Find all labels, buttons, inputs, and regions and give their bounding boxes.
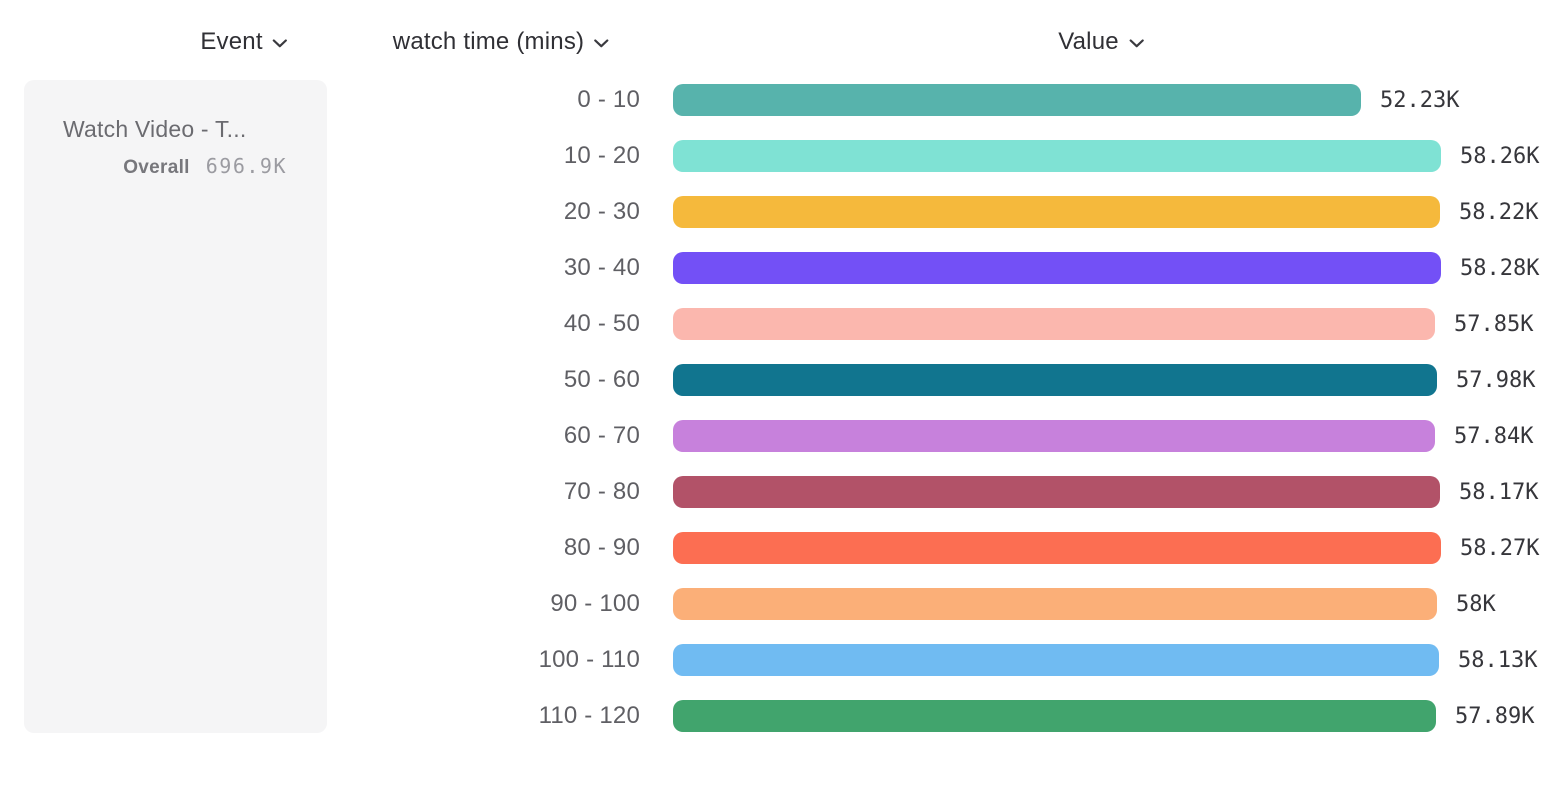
value-column-dropdown[interactable]: Value: [1058, 28, 1144, 56]
breakdown-column-label: watch time (mins): [392, 28, 585, 55]
bucket-label: 50 - 60: [563, 366, 640, 393]
bar[interactable]: [673, 700, 1436, 732]
event-card[interactable]: Watch Video - T... Overall 696.9K: [24, 80, 327, 733]
event-card-overall-row: Overall 696.9K: [123, 154, 287, 179]
chevron-down-icon: [594, 39, 609, 48]
event-column-dropdown[interactable]: Event: [200, 28, 288, 56]
overall-value: 696.9K: [205, 154, 287, 178]
overall-label: Overall: [123, 157, 190, 178]
bucket-label: 10 - 20: [563, 142, 640, 169]
value-column-label: Value: [1058, 28, 1119, 55]
chevron-down-icon: [273, 39, 288, 48]
bucket-label: 100 - 110: [538, 646, 640, 673]
bar[interactable]: [673, 252, 1441, 284]
bucket-label: 110 - 120: [538, 702, 640, 729]
bar-value-label: 58K: [1456, 592, 1496, 617]
bar-chart-row: 110 - 120 57.89K: [0, 688, 1568, 744]
bucket-label: 20 - 30: [563, 198, 640, 225]
bar-value-label: 58.28K: [1460, 256, 1540, 281]
bar-value-label: 58.13K: [1458, 648, 1538, 673]
event-card-title: Watch Video - T...: [63, 116, 247, 142]
bar[interactable]: [673, 196, 1440, 228]
bar-value-label: 57.98K: [1456, 368, 1536, 393]
bucket-label: 30 - 40: [563, 254, 640, 281]
bar-value-label: 57.85K: [1454, 312, 1534, 337]
bar-value-label: 58.17K: [1459, 480, 1539, 505]
bar-chart-row: 10 - 20 58.26K: [0, 128, 1568, 184]
bucket-label: 40 - 50: [563, 310, 640, 337]
bar[interactable]: [673, 532, 1441, 564]
bar-chart-row: 100 - 110 58.13K: [0, 632, 1568, 688]
bar-chart: 0 - 10 52.23K 10 - 20 58.26K 20 - 30 58.…: [0, 72, 1568, 744]
bar[interactable]: [673, 364, 1437, 396]
bar[interactable]: [673, 308, 1435, 340]
breakdown-column-dropdown[interactable]: watch time (mins): [393, 28, 609, 56]
bucket-label: 90 - 100: [550, 590, 640, 617]
bar[interactable]: [673, 140, 1441, 172]
bar-value-label: 58.26K: [1460, 144, 1540, 169]
bar-chart-row: 40 - 50 57.85K: [0, 296, 1568, 352]
bar[interactable]: [673, 588, 1437, 620]
bar-chart-row: 20 - 30 58.22K: [0, 184, 1568, 240]
bar-value-label: 58.27K: [1460, 536, 1540, 561]
bar-value-label: 57.89K: [1455, 704, 1535, 729]
bar[interactable]: [673, 476, 1440, 508]
bar-chart-row: 80 - 90 58.27K: [0, 520, 1568, 576]
bucket-label: 0 - 10: [577, 86, 640, 113]
bar-chart-row: 0 - 10 52.23K: [0, 72, 1568, 128]
bar-chart-row: 30 - 40 58.28K: [0, 240, 1568, 296]
bar-value-label: 58.22K: [1459, 200, 1539, 225]
bar-chart-row: 90 - 100 58K: [0, 576, 1568, 632]
bar-chart-row: 70 - 80 58.17K: [0, 464, 1568, 520]
bar[interactable]: [673, 84, 1361, 116]
bucket-label: 60 - 70: [563, 422, 640, 449]
bar[interactable]: [673, 644, 1439, 676]
event-column-label: Event: [200, 28, 263, 55]
bucket-label: 80 - 90: [563, 534, 640, 561]
bar-value-label: 57.84K: [1454, 424, 1534, 449]
bar-value-label: 52.23K: [1380, 88, 1460, 113]
bucket-label: 70 - 80: [563, 478, 640, 505]
bar[interactable]: [673, 420, 1435, 452]
bar-chart-row: 60 - 70 57.84K: [0, 408, 1568, 464]
bar-chart-row: 50 - 60 57.98K: [0, 352, 1568, 408]
chevron-down-icon: [1129, 39, 1144, 48]
